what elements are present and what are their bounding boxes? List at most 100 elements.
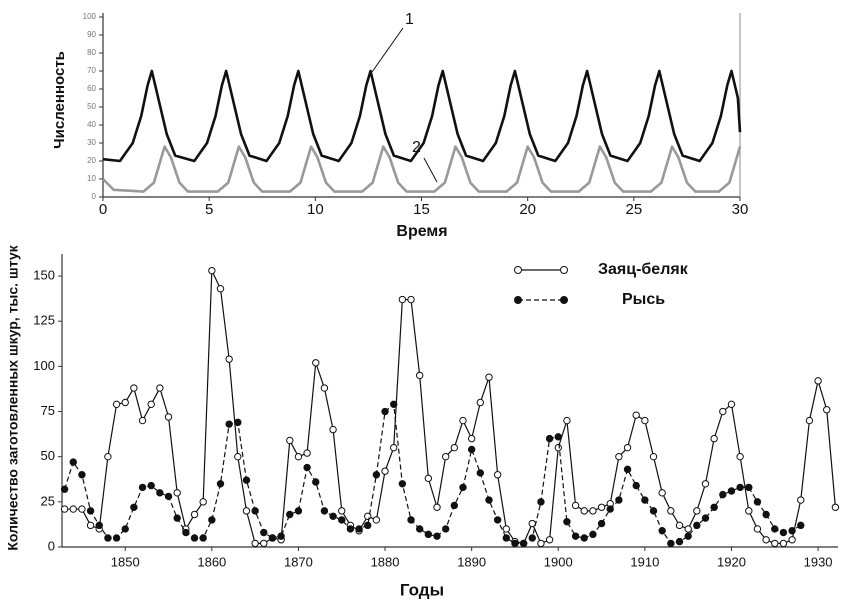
y-tick-label: 20 — [87, 156, 96, 165]
data-point — [701, 514, 710, 522]
data-point — [190, 534, 199, 542]
data-point — [173, 514, 181, 522]
legend-marker — [560, 266, 568, 274]
data-point — [701, 480, 710, 488]
y-tick-label: 10 — [87, 174, 96, 183]
data-point — [372, 516, 381, 524]
data-point — [519, 539, 528, 548]
y-tick-label: 50 — [87, 102, 96, 111]
data-point — [260, 539, 268, 548]
annotation-arrow — [371, 27, 404, 73]
data-point — [415, 525, 424, 533]
data-point — [364, 521, 372, 530]
data-point — [251, 507, 259, 515]
x-tick-label: 0 — [99, 201, 107, 218]
data-point — [182, 528, 190, 537]
data-point — [563, 518, 571, 526]
data-point — [398, 480, 407, 488]
data-point — [60, 485, 69, 493]
data-point — [675, 537, 684, 546]
data-point — [823, 406, 831, 414]
y-tick-label: 80 — [87, 48, 96, 57]
data-point — [268, 534, 277, 542]
data-point — [623, 443, 632, 452]
data-point — [632, 411, 640, 419]
x-tick-label: 5 — [205, 201, 213, 218]
data-point — [390, 443, 398, 452]
data-point — [450, 501, 459, 510]
data-point — [779, 528, 788, 537]
data-point — [615, 496, 623, 504]
data-point — [537, 498, 545, 506]
data-point — [502, 525, 510, 533]
data-point — [753, 525, 762, 533]
legend-marker — [560, 296, 568, 304]
data-point — [208, 266, 216, 275]
data-point — [632, 481, 640, 490]
data-point — [684, 525, 692, 533]
data-point — [459, 483, 467, 492]
data-point — [641, 496, 649, 504]
data-point — [580, 507, 588, 515]
data-point — [251, 539, 259, 548]
data-point — [649, 507, 658, 515]
data-point — [138, 416, 147, 425]
data-point — [589, 530, 597, 539]
data-point — [528, 519, 536, 528]
x-tick-label: 25 — [625, 201, 642, 218]
data-point — [762, 536, 770, 544]
legend-label: Рысь — [622, 291, 665, 308]
series-line — [102, 69, 742, 163]
data-point — [710, 503, 718, 511]
data-point — [745, 507, 753, 515]
data-point — [528, 534, 536, 542]
data-point — [719, 407, 727, 416]
data-point — [753, 498, 762, 506]
data-point — [242, 476, 251, 484]
data-point — [225, 355, 233, 363]
data-point — [615, 452, 623, 461]
data-point — [658, 527, 666, 535]
data-point — [225, 420, 233, 428]
data-point — [69, 505, 77, 513]
data-point — [407, 295, 415, 304]
data-point — [493, 516, 502, 524]
data-point — [216, 285, 225, 293]
data-point — [675, 521, 684, 530]
data-point — [467, 445, 476, 454]
annotation: 1 — [405, 11, 414, 28]
data-point — [60, 505, 69, 513]
data-point — [545, 536, 554, 544]
data-point — [234, 452, 242, 461]
data-point — [745, 483, 753, 492]
x-tick-label: 1860 — [197, 554, 226, 569]
data-point — [580, 534, 588, 542]
data-point — [545, 434, 554, 443]
data-point — [433, 503, 441, 511]
data-point — [156, 489, 164, 497]
data-point — [164, 492, 173, 501]
data-point — [398, 295, 407, 304]
data-point — [415, 371, 424, 380]
data-point — [684, 532, 692, 540]
data-point — [86, 507, 95, 515]
data-point — [121, 525, 129, 533]
data-point — [294, 507, 303, 515]
data-point — [424, 530, 433, 539]
data-point — [667, 507, 675, 515]
data-point — [208, 516, 216, 524]
data-point — [286, 510, 294, 519]
data-point — [554, 443, 562, 452]
data-point — [95, 521, 103, 530]
data-point — [147, 400, 155, 409]
data-point — [112, 534, 121, 542]
legend-marker — [514, 266, 522, 274]
data-point — [511, 539, 519, 548]
data-point — [771, 539, 779, 548]
data-point — [130, 503, 138, 511]
y-tick-label: 0 — [48, 538, 55, 553]
data-point — [433, 532, 441, 540]
data-point — [589, 507, 597, 515]
series-line — [64, 270, 836, 544]
